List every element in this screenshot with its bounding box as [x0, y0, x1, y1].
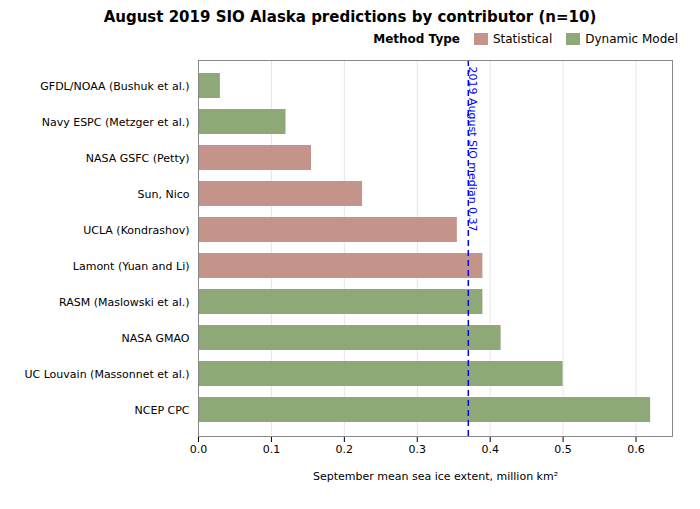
svg-text:0.4: 0.4 — [481, 443, 499, 456]
svg-text:September mean sea ice extent,: September mean sea ice extent, million k… — [313, 470, 558, 483]
svg-text:RASM (Maslowski et al.): RASM (Maslowski et al.) — [59, 296, 190, 309]
svg-text:0.6: 0.6 — [627, 443, 645, 456]
svg-text:0.5: 0.5 — [554, 443, 572, 456]
svg-text:Sun, Nico: Sun, Nico — [138, 188, 190, 201]
svg-text:NASA GMAO: NASA GMAO — [122, 332, 190, 345]
html-text:Statistical: Statistical — [492, 32, 553, 46]
svg-text:2019 August SIO median 0.37: 2019 August SIO median 0.37 — [466, 67, 479, 232]
svg-text:0.0: 0.0 — [190, 443, 208, 456]
svg-text:UCLA (Kondrashov): UCLA (Kondrashov) — [83, 224, 189, 237]
html-text:August 2019 SIO Alaska predict: August 2019 SIO Alaska predictions by co… — [103, 8, 597, 26]
html-text:Dynamic Model: Dynamic Model — [585, 32, 678, 46]
svg-text:0.2: 0.2 — [336, 443, 354, 456]
svg-text:0.3: 0.3 — [409, 443, 427, 456]
svg-text:NCEP CPC: NCEP CPC — [135, 404, 190, 417]
html-text:Method Type: Method Type — [373, 32, 460, 46]
svg-text:0.1: 0.1 — [263, 443, 281, 456]
svg-text:Navy ESPC (Metzger et al.): Navy ESPC (Metzger et al.) — [42, 116, 190, 129]
svg-text:Lamont (Yuan and Li): Lamont (Yuan and Li) — [73, 260, 190, 273]
svg-text:NASA GSFC (Petty): NASA GSFC (Petty) — [86, 152, 190, 165]
svg-text:GFDL/NOAA (Bushuk et al.): GFDL/NOAA (Bushuk et al.) — [40, 80, 189, 93]
svg-text:UC Louvain (Massonnet et al.): UC Louvain (Massonnet et al.) — [24, 368, 189, 381]
